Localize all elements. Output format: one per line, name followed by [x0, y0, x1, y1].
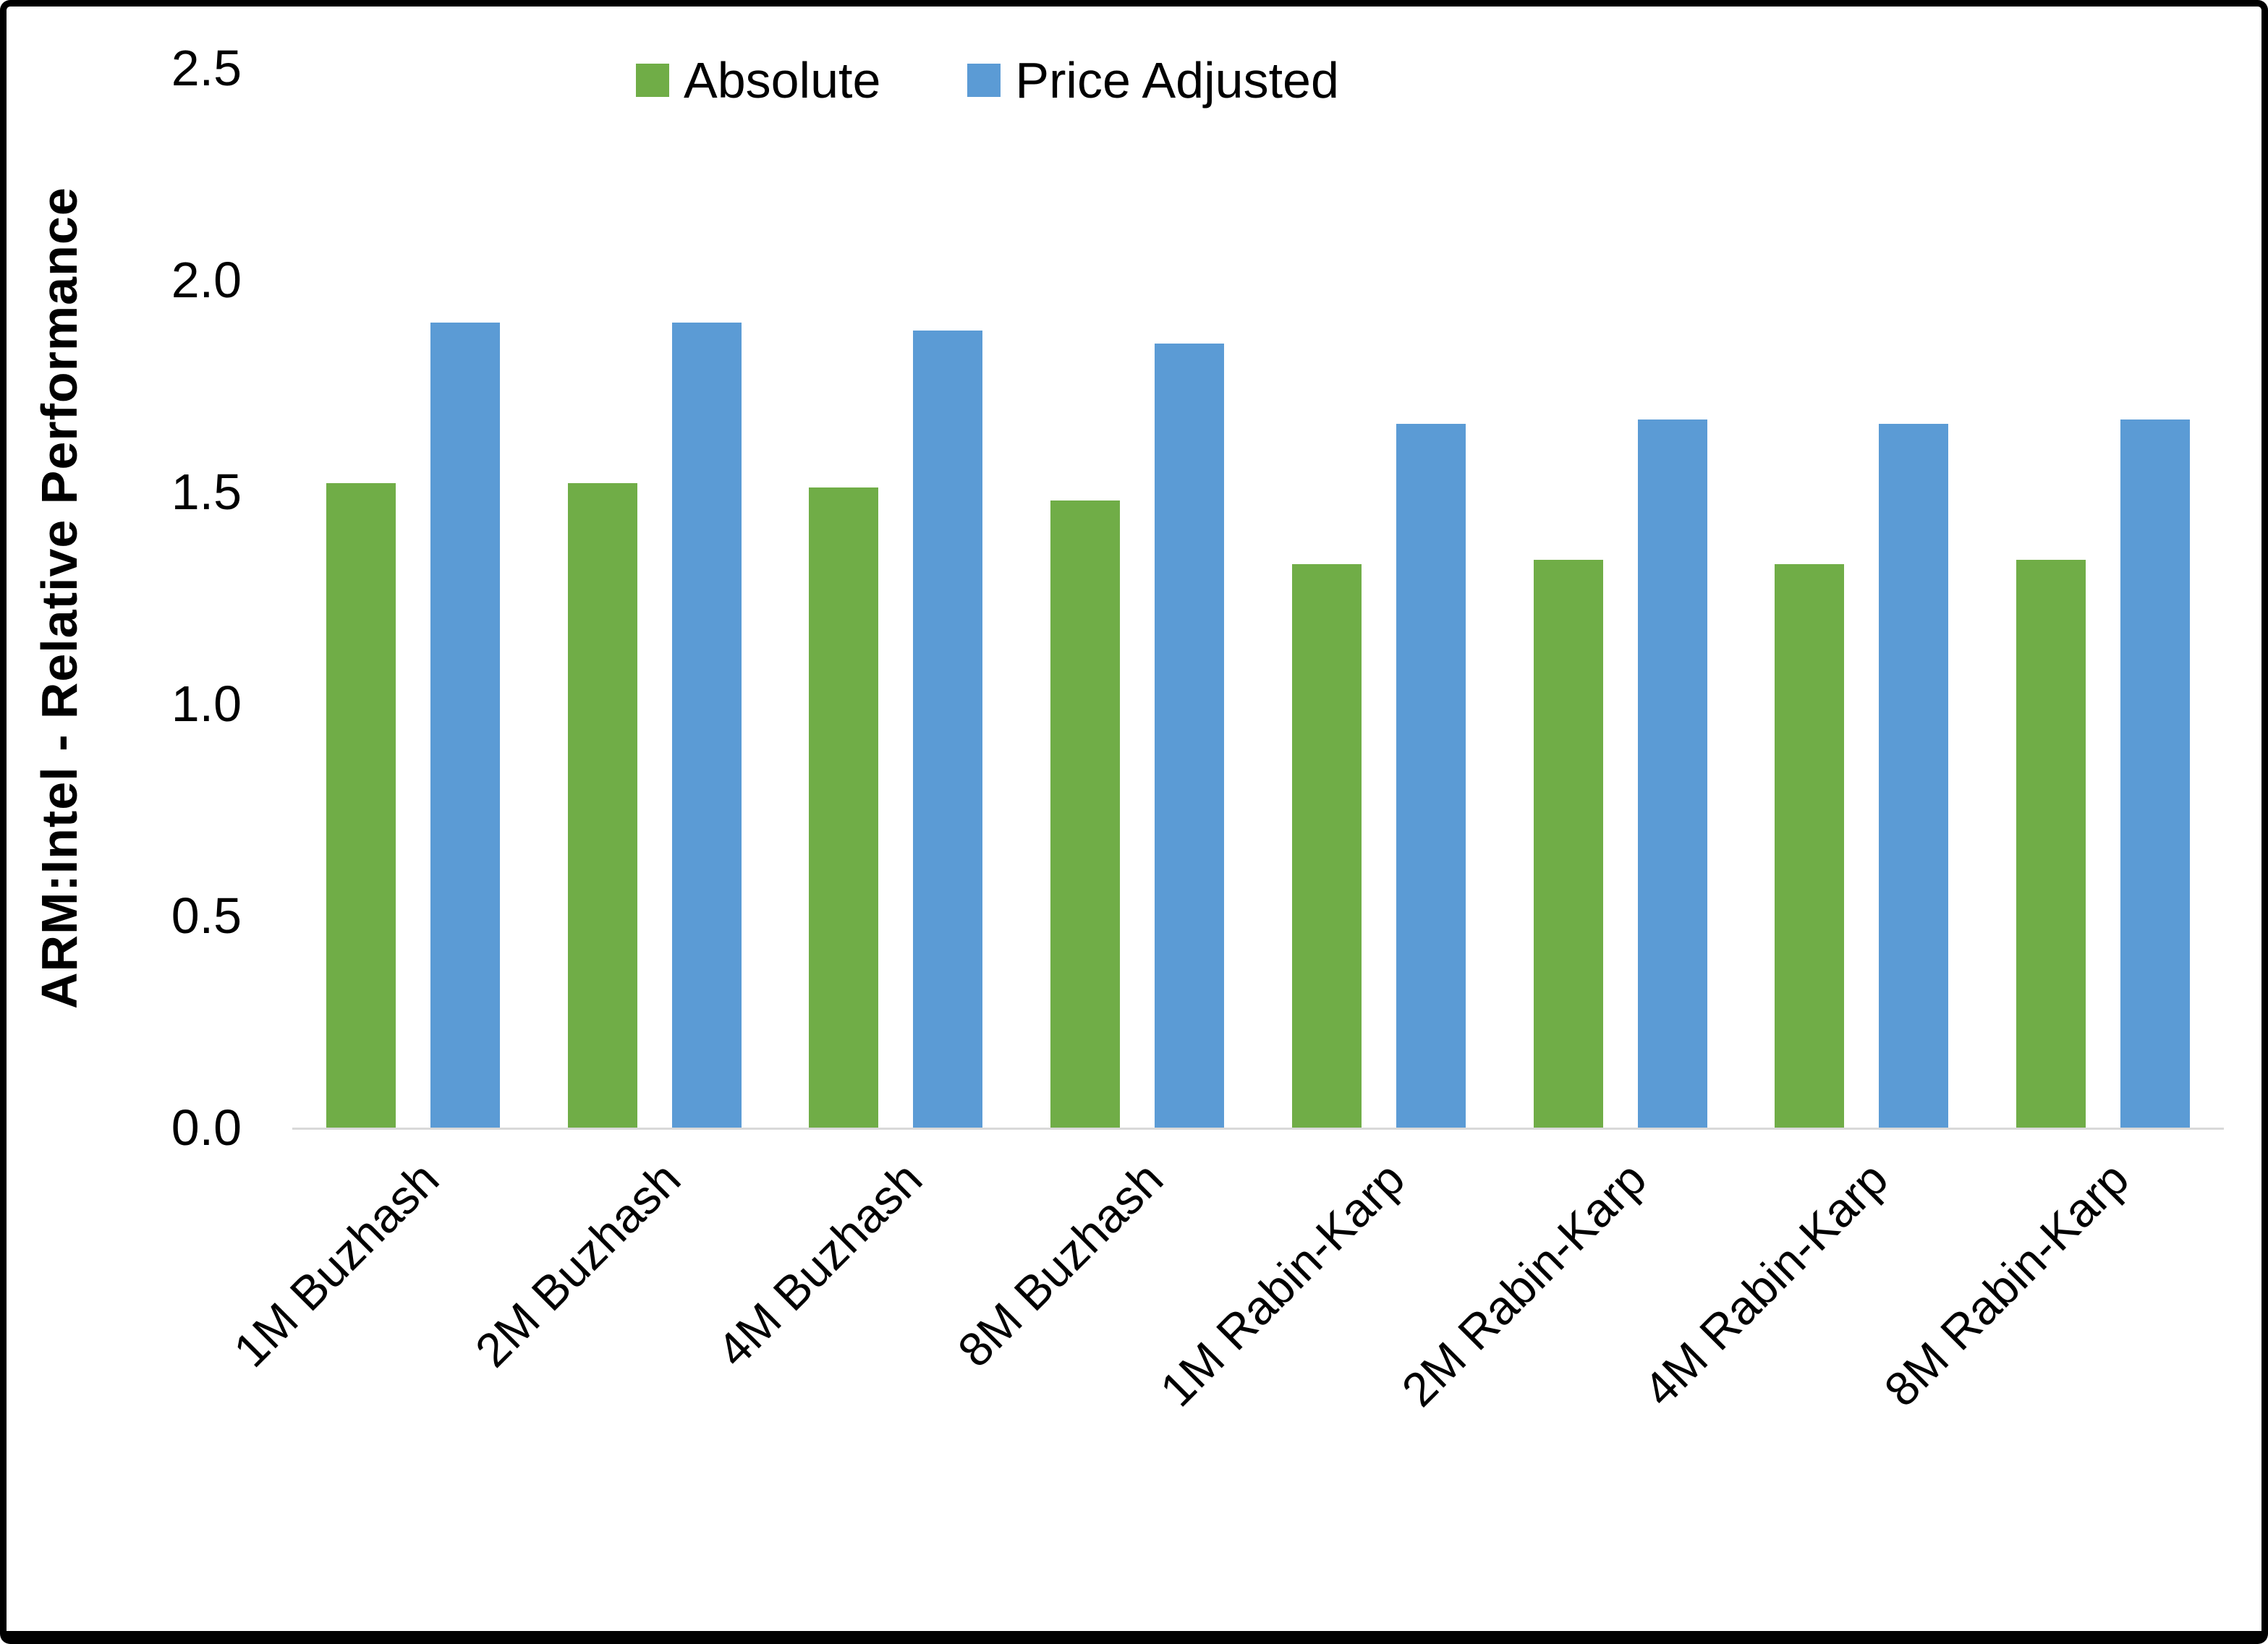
bar-group [1258, 68, 1500, 1128]
y-tick-label: 0.5 [171, 887, 242, 944]
y-axis-tick-labels: 0.0 0.5 1.0 1.5 2.0 2.5 [86, 43, 242, 1153]
bar-absolute [1050, 500, 1121, 1128]
bar-absolute [326, 483, 396, 1128]
bar-chart: ARM:Intel - Relative Performance 0.0 0.5 1… [7, 7, 2261, 1631]
bar-price-adjusted [1396, 424, 1466, 1128]
y-tick-label: 2.5 [171, 40, 242, 96]
bar-group [534, 68, 776, 1128]
legend-label-absolute: Absolute [684, 52, 881, 108]
bar-group [776, 68, 1017, 1128]
plot-area [292, 68, 2224, 1130]
bar-absolute [2016, 559, 2086, 1128]
x-axis-category-label: 2M Rabin-Karp [1390, 1151, 1657, 1417]
legend-item-price-adjusted: Price Adjusted [967, 51, 1339, 109]
bar-absolute [567, 483, 637, 1128]
bar-price-adjusted [430, 322, 500, 1128]
y-tick-label: 1.0 [171, 676, 242, 732]
bar-absolute [1291, 563, 1362, 1128]
legend-swatch-absolute-icon [636, 64, 669, 97]
legend-item-absolute: Absolute [636, 51, 880, 109]
bar-absolute [1533, 559, 1603, 1128]
bar-absolute [1775, 563, 1845, 1128]
x-axis-category-label: 1M Rabin-Karp [1150, 1151, 1415, 1417]
legend: Absolute Price Adjusted [636, 51, 1339, 109]
bar-group [1741, 68, 1983, 1128]
bar-price-adjusted [1155, 343, 1225, 1128]
x-axis-category-label: 4M Buzhash [706, 1151, 932, 1377]
x-axis-category-label: 8M Rabin-Karp [1874, 1151, 2139, 1417]
x-axis-category-label: 4M Rabin-Karp [1632, 1151, 1898, 1417]
bar-group [1500, 68, 1741, 1128]
bar-price-adjusted [671, 322, 742, 1128]
x-axis-labels: 1M Buzhash 2M Buzhash 4M Buzhash 8M Buzhash… [224, 1136, 2224, 1585]
x-axis-category-label: 8M Buzhash [947, 1151, 1173, 1377]
y-tick-label: 1.5 [171, 464, 242, 520]
bar-group [292, 68, 534, 1128]
y-tick-label: 0.0 [171, 1099, 242, 1156]
bar-price-adjusted [913, 331, 983, 1128]
legend-label-price-adjusted: Price Adjusted [1015, 52, 1339, 108]
legend-swatch-price-adjusted-icon [967, 64, 1001, 97]
y-axis-title: ARM:Intel - Relative Performance [31, 187, 88, 1009]
x-axis-category-label: 1M Buzhash [223, 1151, 449, 1377]
y-tick-label: 2.0 [171, 252, 242, 308]
bar-price-adjusted [1637, 419, 1707, 1128]
bar-group [1016, 68, 1258, 1128]
bar-absolute [809, 487, 879, 1128]
bar-group [1982, 68, 2224, 1128]
bar-price-adjusted [1879, 424, 1949, 1128]
bar-price-adjusted [2120, 419, 2191, 1128]
x-axis-category-label: 2M Buzhash [464, 1151, 691, 1377]
